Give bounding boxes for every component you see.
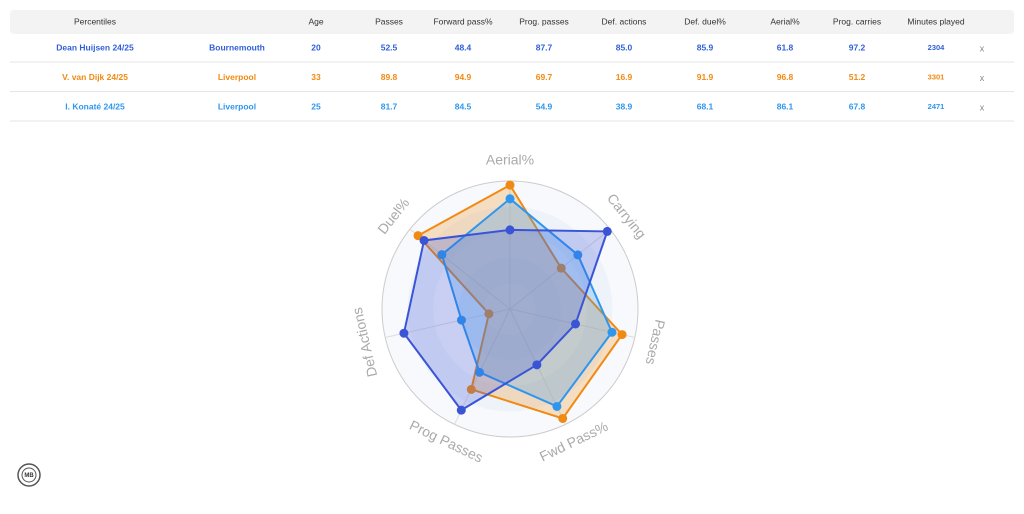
table-cell: 86.1: [777, 101, 794, 111]
radar-point: [556, 263, 566, 273]
table-cell: 25: [311, 101, 321, 111]
radar-point: [437, 250, 447, 260]
table-header-bg: [10, 10, 1014, 34]
table-cell: 48.4: [455, 42, 472, 52]
radar-point: [456, 315, 466, 325]
radar-point: [505, 225, 515, 235]
radar-point: [419, 235, 429, 245]
table-cell: 52.5: [381, 42, 398, 52]
table-cell: 97.2: [849, 42, 866, 52]
table-cell: 51.2: [849, 72, 866, 82]
table-cell: 85.0: [616, 42, 633, 52]
radar-point: [456, 405, 466, 415]
radar-point: [558, 413, 568, 423]
logo-ring: [17, 463, 41, 487]
logo-inner: [21, 467, 37, 483]
axis-label: Passes: [643, 318, 669, 366]
table-cell: 87.7: [536, 42, 553, 52]
table-cell: Liverpool: [218, 101, 256, 111]
remove-button[interactable]: x: [980, 43, 985, 53]
table-cell: V. van Dijk 24/25: [62, 72, 128, 82]
column-header: Minutes played: [907, 16, 964, 26]
table-cell: 16.9: [616, 72, 633, 82]
radar-area: [416, 183, 624, 420]
remove-button[interactable]: x: [980, 102, 985, 112]
table-cell: 84.5: [455, 101, 472, 111]
table-cell: Liverpool: [218, 72, 256, 82]
table-cell: 2304: [928, 43, 946, 52]
table-cell: 68.1: [697, 101, 714, 111]
table-cell: 38.9: [616, 101, 633, 111]
table-cell: 85.9: [697, 42, 714, 52]
table-cell: 94.9: [455, 72, 472, 82]
column-header: Def. duel%: [684, 16, 726, 26]
axis-label: Duel%: [374, 195, 412, 237]
table-cell: I. Konaté 24/25: [65, 101, 125, 111]
table-cell: 89.8: [381, 72, 398, 82]
radar-spoke: [454, 308, 511, 425]
column-header: Aerial%: [770, 16, 800, 26]
column-header: Age: [308, 16, 323, 26]
radar-area: [402, 228, 609, 412]
radar-point: [505, 180, 515, 190]
column-header: Percentiles: [74, 16, 116, 26]
radar-point: [484, 309, 494, 319]
table-cell: 81.7: [381, 101, 398, 111]
radar-point: [532, 360, 542, 370]
column-header: Def. actions: [602, 16, 647, 26]
radar-area: [440, 197, 614, 408]
radar-point: [413, 231, 423, 241]
axis-label: Def Actions: [349, 306, 380, 379]
radar-point: [607, 327, 617, 337]
table-cell: 54.9: [536, 101, 553, 111]
table-cell: Bournemouth: [209, 42, 265, 52]
radar-point: [552, 401, 562, 411]
radar-point: [399, 328, 409, 338]
remove-button[interactable]: x: [980, 73, 985, 83]
axis-label: Aerial%: [486, 152, 534, 168]
table-cell: 67.8: [849, 101, 866, 111]
column-header: Prog. passes: [519, 16, 569, 26]
table-cell: 96.8: [777, 72, 794, 82]
radar-point: [505, 194, 515, 204]
column-header: Passes: [375, 16, 403, 26]
table-cell: 61.8: [777, 42, 794, 52]
logo-text: MB: [24, 473, 34, 479]
radar-point: [475, 367, 485, 377]
radar-point: [573, 250, 583, 260]
radar-point: [571, 319, 581, 329]
table-cell: 2471: [928, 102, 945, 111]
table-cell: 33: [311, 72, 321, 82]
radar-point: [466, 384, 476, 394]
table-cell: 91.9: [697, 72, 714, 82]
table-cell: Dean Huijsen 24/25: [56, 42, 134, 52]
radar-point: [602, 226, 612, 236]
table-cell: 20: [311, 42, 321, 52]
table-cell: 3301: [928, 72, 945, 81]
radar-point: [617, 330, 627, 340]
table-cell: 69.7: [536, 72, 553, 82]
column-header: Forward pass%: [433, 16, 492, 26]
column-header: Prog. carries: [833, 16, 881, 26]
logo[interactable]: MB: [17, 463, 41, 487]
